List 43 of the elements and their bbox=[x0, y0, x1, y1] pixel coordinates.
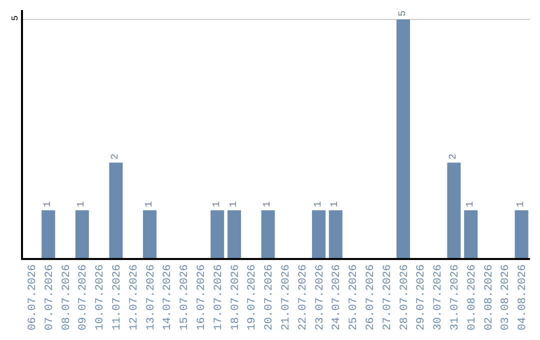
x-tick-label: 11.07.2026 bbox=[112, 264, 124, 330]
x-tick-label: 30.07.2026 bbox=[432, 264, 445, 330]
x-tick-label: 09.07.2026 bbox=[78, 264, 90, 330]
x-tick-label: 20.07.2026 bbox=[264, 264, 276, 330]
data-label: 1 bbox=[212, 201, 223, 208]
data-label: 1 bbox=[330, 201, 342, 208]
data-label: 2 bbox=[110, 154, 122, 160]
x-tick-label: 24.07.2026 bbox=[331, 264, 344, 330]
data-label: 1 bbox=[76, 201, 88, 208]
x-tick-label: 14.07.2026 bbox=[162, 264, 174, 330]
x-tick-label: 10.07.2026 bbox=[94, 264, 107, 330]
x-tick-label: 08.07.2026 bbox=[60, 264, 73, 330]
x-tick-label: 26.07.2026 bbox=[365, 264, 378, 330]
x-tick-label: 29.07.2026 bbox=[416, 264, 428, 330]
x-tick-label: 21.07.2026 bbox=[280, 264, 293, 330]
x-tick-label: 02.08.2026 bbox=[483, 264, 496, 330]
data-label: 1 bbox=[516, 201, 528, 208]
data-label: 1 bbox=[262, 201, 274, 208]
x-tick-label: 31.07.2026 bbox=[450, 264, 462, 330]
x-tick-label: 13.07.2026 bbox=[145, 264, 158, 330]
x-tick-label: 28.07.2026 bbox=[398, 264, 411, 330]
data-label: 1 bbox=[42, 201, 54, 208]
data-label: 1 bbox=[144, 201, 156, 208]
x-tick-label: 07.07.2026 bbox=[44, 264, 56, 330]
data-label: 1 bbox=[228, 201, 240, 208]
data-label: 2 bbox=[448, 154, 460, 160]
x-tick-label: 22.07.2026 bbox=[297, 264, 310, 330]
x-tick-label: 27.07.2026 bbox=[382, 264, 394, 330]
data-label: 1 bbox=[313, 201, 324, 208]
x-tick-label: 16.07.2026 bbox=[196, 264, 208, 330]
x-tick-label: 04.08.2026 bbox=[517, 264, 530, 330]
x-tick-label: 06.07.2026 bbox=[27, 264, 40, 330]
x-tick-label: 23.07.2026 bbox=[314, 264, 326, 330]
x-tick-label: 15.07.2026 bbox=[179, 264, 192, 330]
data-label: 5 bbox=[398, 10, 409, 17]
x-tick-label: 17.07.2026 bbox=[212, 264, 225, 330]
x-tick-label: 01.08.2026 bbox=[466, 264, 478, 330]
x-tick-label: 03.08.2026 bbox=[500, 264, 512, 330]
x-tick-label: 12.07.2026 bbox=[128, 264, 140, 330]
x-tick-label: 19.07.2026 bbox=[246, 264, 259, 330]
data-label: 1 bbox=[465, 201, 476, 208]
x-tick-label: 18.07.2026 bbox=[230, 264, 242, 330]
x-tick-label: 25.07.2026 bbox=[348, 264, 360, 330]
